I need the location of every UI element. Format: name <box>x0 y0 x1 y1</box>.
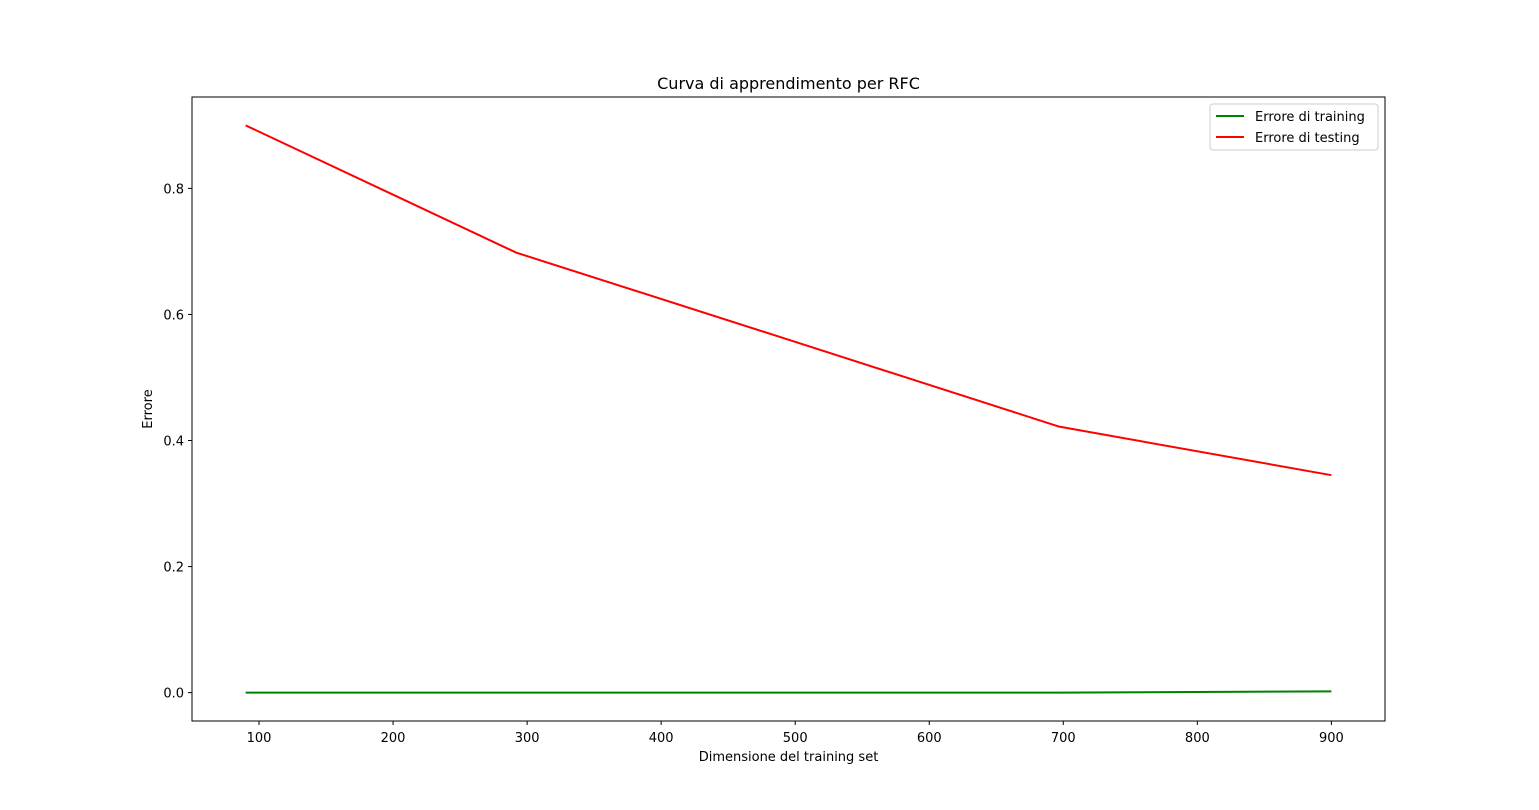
x-tick-label: 300 <box>515 731 540 746</box>
x-axis-title: Dimensione del training set <box>699 750 879 765</box>
x-tick-label: 400 <box>649 731 674 746</box>
legend: Errore di training Errore di testing <box>1209 103 1379 151</box>
y-tick-label: 0.8 <box>163 182 184 197</box>
x-tick-label: 600 <box>917 731 942 746</box>
x-tick-label: 500 <box>783 731 808 746</box>
series-line-training <box>245 690 1332 694</box>
chart-title: Curva di apprendimento per RFC <box>657 74 920 93</box>
x-axis: 100 200 300 400 500 600 700 800 900 <box>247 721 1344 746</box>
x-tick-label: 200 <box>381 731 406 746</box>
y-tick-label: 0.2 <box>163 561 184 576</box>
legend-box <box>1209 103 1379 151</box>
plot-frame <box>191 96 1386 722</box>
y-tick-label: 0.4 <box>163 435 184 450</box>
x-tick-label: 100 <box>247 731 272 746</box>
legend-label-training: Errore di training <box>1255 110 1365 125</box>
y-axis: 0.0 0.2 0.4 0.6 0.8 <box>163 182 192 702</box>
legend-label-testing: Errore di testing <box>1255 131 1360 146</box>
series-line-testing <box>245 124 1332 477</box>
y-tick-label: 0.6 <box>163 308 184 323</box>
x-tick-label: 700 <box>1051 731 1076 746</box>
x-tick-label: 800 <box>1185 731 1210 746</box>
y-tick-label: 0.0 <box>163 687 184 702</box>
x-tick-label: 900 <box>1319 731 1344 746</box>
plot-area <box>245 124 1332 694</box>
y-axis-title: Errore <box>141 389 156 428</box>
